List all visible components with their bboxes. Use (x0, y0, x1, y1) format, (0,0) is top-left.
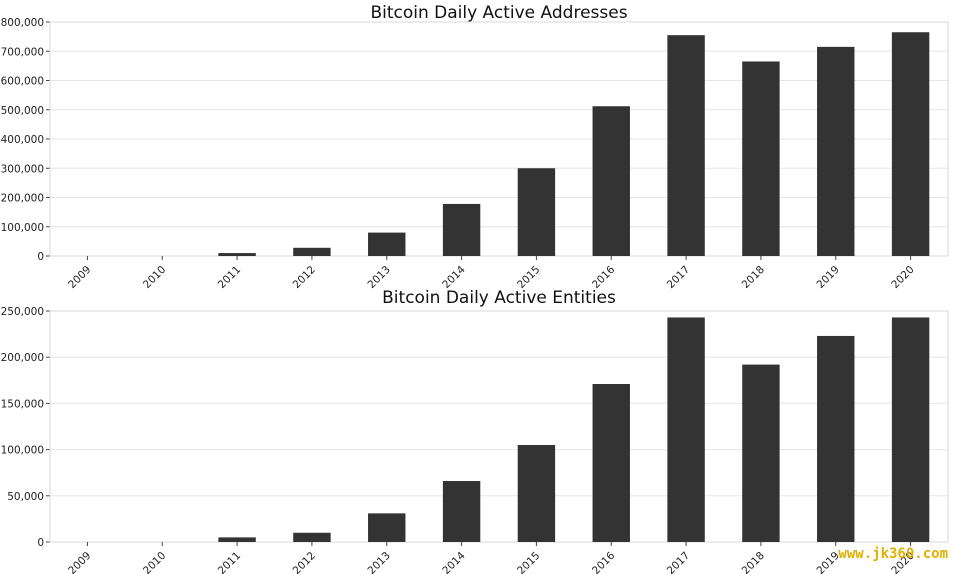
x-tick-label: 2016 (590, 549, 618, 574)
bar-2013 (368, 232, 406, 256)
x-tick-label: 2017 (665, 264, 692, 291)
bar-2016 (592, 106, 630, 257)
bar-2011 (218, 253, 256, 256)
bar-2016 (592, 383, 630, 542)
bar-2013 (368, 513, 406, 542)
x-tick-label: 2011 (216, 550, 243, 574)
x-tick-label: 2014 (440, 549, 468, 574)
chart-title: Bitcoin Daily Active Entities (382, 288, 616, 308)
x-tick-label: 2017 (665, 550, 692, 574)
x-tick-label: 2011 (216, 264, 243, 291)
chart-title: Bitcoin Daily Active Addresses (370, 3, 627, 23)
y-tick-label: 700,000 (1, 46, 44, 58)
x-tick-label: 2012 (291, 550, 318, 574)
x-tick-label: 2018 (740, 550, 767, 574)
x-tick-label: 2019 (814, 264, 841, 291)
y-tick-label: 0 (37, 251, 44, 263)
bar-2017 (667, 317, 705, 542)
bar-2018 (742, 364, 780, 542)
bar-2019 (817, 335, 855, 542)
x-tick-label: 2013 (365, 264, 392, 291)
y-tick-label: 100,000 (1, 222, 44, 234)
x-tick-label: 2020 (889, 264, 916, 291)
x-tick-label: 2018 (740, 264, 767, 291)
x-tick-label: 2010 (141, 264, 168, 291)
x-tick-label: 2009 (66, 264, 93, 291)
y-tick-label: 0 (37, 537, 44, 549)
bar-2020 (891, 317, 930, 542)
y-tick-label: 800,000 (1, 17, 44, 29)
x-tick-label: 2016 (590, 263, 618, 291)
x-tick-label: 2014 (440, 263, 468, 291)
bar-2015 (517, 444, 556, 542)
y-tick-label: 250,000 (1, 306, 44, 318)
bar-2014 (442, 203, 481, 256)
x-tick-label: 2015 (515, 264, 542, 291)
plot-frame (49, 310, 949, 543)
plot-frame (49, 21, 949, 257)
bar-2012 (293, 247, 331, 256)
x-tick-label: 2012 (291, 264, 318, 291)
y-tick-label: 200,000 (1, 352, 44, 364)
y-tick-label: 150,000 (1, 398, 44, 410)
bar-2015 (517, 168, 556, 256)
bar-2018 (742, 61, 780, 256)
watermark-text: www.jk360.com (838, 546, 948, 562)
y-tick-label: 600,000 (1, 76, 44, 88)
bar-2012 (293, 532, 331, 542)
bar-2020 (891, 32, 930, 256)
x-tick-label: 2015 (515, 550, 542, 574)
y-tick-label: 100,000 (1, 445, 44, 457)
y-tick-label: 400,000 (1, 134, 44, 146)
chart-2: 0 50,000 100,000 150,000 200,000 250,000 2009 2… (1, 288, 949, 574)
x-tick-label: 2010 (141, 550, 168, 574)
y-tick-label: 200,000 (1, 193, 44, 205)
bar-2011 (218, 537, 256, 542)
y-tick-label: 50,000 (7, 491, 44, 503)
x-tick-label: 2009 (66, 550, 93, 574)
y-tick-label: 300,000 (1, 163, 44, 175)
bar-2014 (442, 481, 481, 542)
x-tick-label: 2013 (365, 550, 392, 574)
bar-2017 (667, 35, 705, 256)
y-tick-label: 500,000 (1, 105, 44, 117)
chart-1: 0 100,000 200,000 300,000 400,000 500,000 600,… (1, 3, 949, 291)
bar-2019 (817, 46, 855, 256)
